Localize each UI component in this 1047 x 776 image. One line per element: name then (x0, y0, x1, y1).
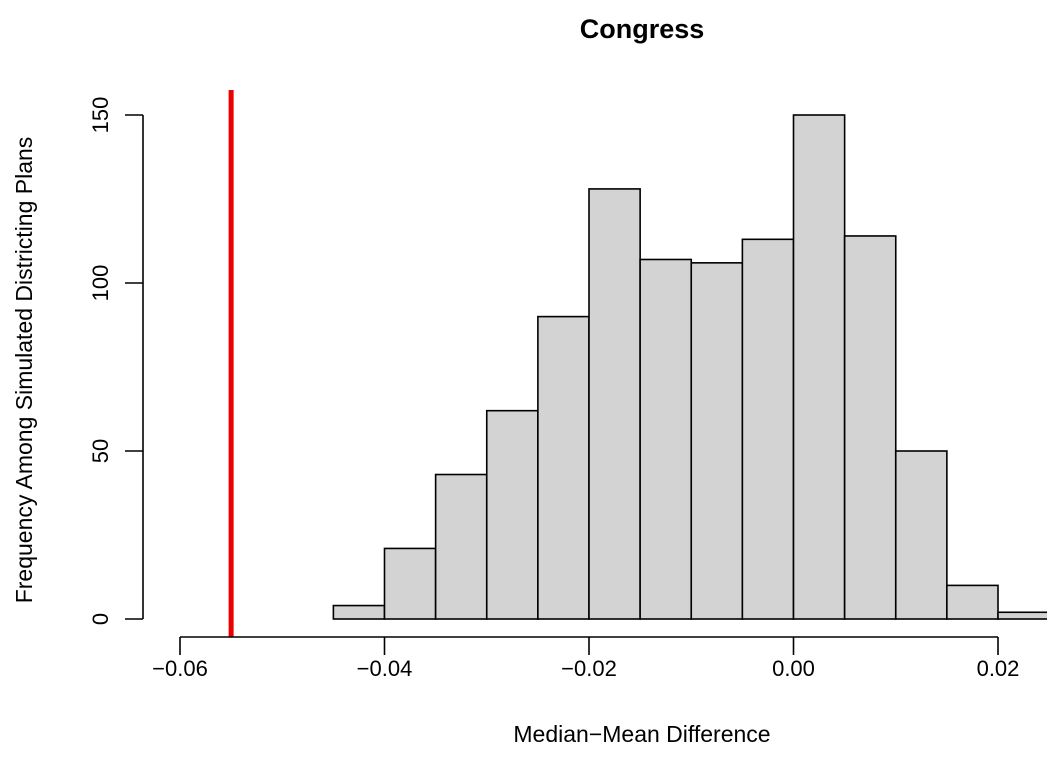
histogram-bar-8 (741, 238, 795, 620)
y-tick-label-0: 0 (88, 613, 113, 625)
chart-title: Congress (580, 14, 705, 44)
histogram-bar-3 (485, 409, 539, 620)
histogram-bar-5 (588, 188, 641, 620)
x-tick-label-3: 0.00 (772, 656, 815, 681)
y-tick-label-1: 50 (88, 439, 113, 463)
y-tick-label-2: 100 (88, 265, 113, 302)
histogram-bar-10 (843, 235, 897, 620)
histogram-bar-1 (383, 547, 437, 620)
histogram-bar-0 (332, 604, 386, 620)
x-axis-label: Median−Mean Difference (513, 721, 770, 747)
histogram-bars (332, 114, 1047, 620)
x-tick-label-1: −0.04 (357, 656, 413, 681)
histogram-bar-9 (792, 114, 846, 620)
histogram-bar-2 (434, 473, 488, 620)
histogram-bar-12 (946, 584, 999, 620)
histogram-bar-4 (537, 315, 590, 620)
y-tick-label-3: 150 (88, 97, 113, 134)
histogram-bar-6 (639, 258, 693, 620)
y-axis-label: Frequency Among Simulated Districting Pl… (11, 137, 37, 604)
x-tick-label-4: 0.02 (977, 656, 1020, 681)
x-axis: −0.06 −0.04 −0.02 0.00 0.02 (152, 636, 1020, 681)
histogram-bar-13 (997, 611, 1047, 620)
histogram-bar-11 (894, 450, 948, 620)
y-axis: 0 50 100 150 (88, 97, 144, 625)
x-tick-label-2: −0.02 (561, 656, 617, 681)
histogram-bar-7 (690, 262, 744, 620)
x-tick-label-0: −0.06 (152, 656, 208, 681)
